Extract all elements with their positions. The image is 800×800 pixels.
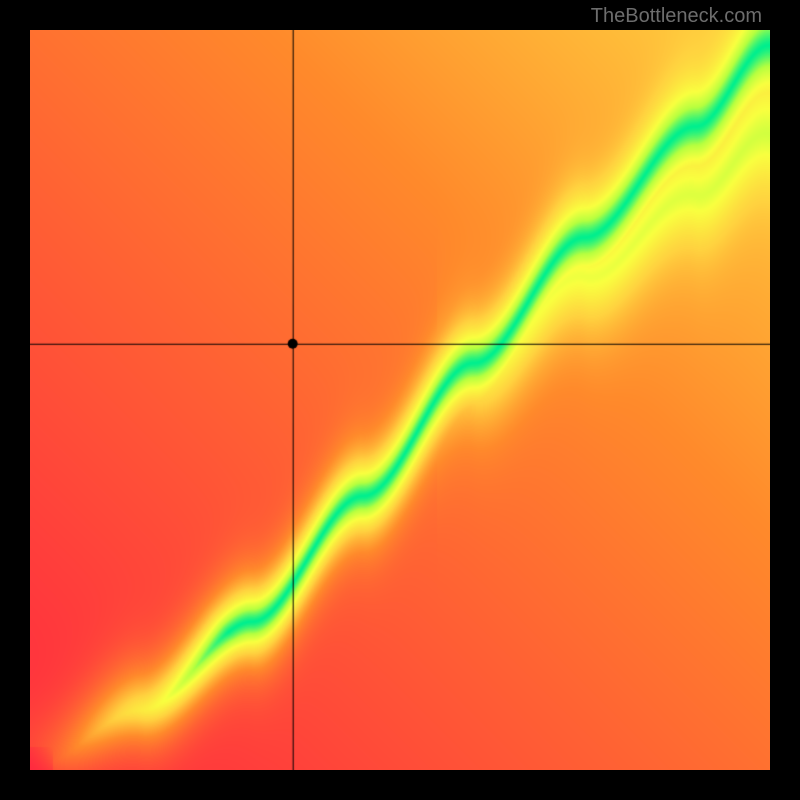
- heatmap-chart: [30, 30, 770, 770]
- watermark-label: TheBottleneck.com: [591, 5, 762, 28]
- heatmap-canvas: [30, 30, 770, 770]
